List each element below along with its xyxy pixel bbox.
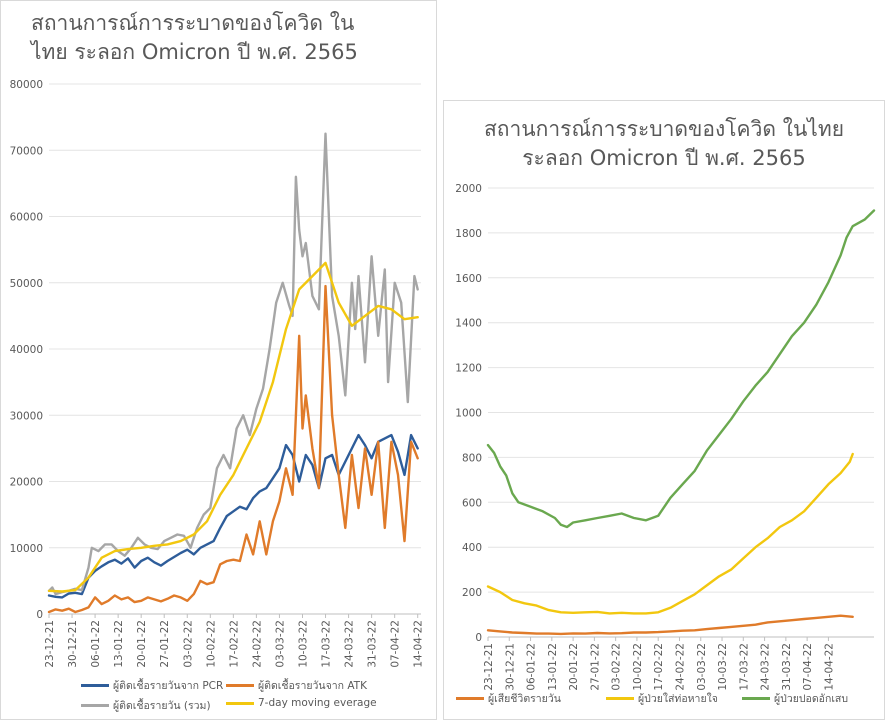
x-tick-label: 07-04-22 (802, 643, 814, 691)
legend-item-deaths: ผู้เสียชีวิตรายวัน (456, 690, 561, 707)
x-tick-label: 20-01-22 (136, 620, 148, 668)
x-tick-label: 31-03-22 (781, 643, 793, 691)
y-tick-label: 600 (462, 497, 482, 509)
y-tick-label: 1800 (455, 228, 482, 240)
x-tick-label: 10-03-22 (297, 620, 309, 668)
x-tick-label: 13-01-22 (547, 643, 559, 691)
y-tick-label: 200 (462, 587, 482, 599)
x-tick-label: 17-02-22 (228, 620, 240, 668)
y-tick-label: 70000 (10, 145, 43, 157)
chart-title: สถานการณ์การระบาดของโควิด ใน ไทย ระลอก O… (31, 11, 358, 64)
x-tick-label: 03-02-22 (182, 620, 194, 668)
legend-label: 7-day moving everage (258, 697, 377, 709)
y-tick-label: 1200 (455, 363, 482, 375)
y-tick-label: 20000 (10, 477, 43, 489)
legend-swatch (606, 697, 634, 700)
series-line (486, 614, 854, 636)
x-tick-label: 27-01-22 (589, 643, 601, 691)
legend-label: ผู้ป่วยปอดอักเสบ (774, 693, 848, 705)
legend-label: ผู้ป่วยใส่ท่อหายใจ (638, 693, 718, 705)
x-tick-label: 23-12-21 (44, 620, 56, 668)
y-tick-label: 80000 (10, 79, 43, 91)
x-tick-label: 30-12-21 (67, 620, 79, 668)
series-line (486, 209, 876, 529)
legend-item-atk: ผู้ติดเชื้อรายวันจาก ATK (226, 677, 367, 694)
legend-item-pneumonia: ผู้ป่วยปอดอักเสบ (742, 690, 848, 707)
y-tick-label: 40000 (10, 344, 43, 356)
x-tick-label: 24-02-22 (251, 620, 263, 668)
x-tick-label: 17-03-22 (321, 620, 333, 668)
y-tick-label: 1400 (455, 318, 482, 330)
series-line (486, 452, 854, 615)
x-tick-label: 14-04-22 (823, 643, 835, 691)
x-tick-label: 10-03-22 (717, 643, 729, 691)
legend-label: ผู้ติดเชื้อรายวันจาก ATK (258, 680, 367, 692)
x-tick-label: 03-03-22 (696, 643, 708, 691)
x-tick-label: 24-02-22 (674, 643, 686, 691)
legend-item-pcr: ผู้ติดเชื้อรายวันจาก PCR (81, 677, 223, 694)
x-tick-label: 03-02-22 (611, 643, 623, 691)
y-tick-label: 1000 (455, 408, 482, 420)
chart-panel-left: สถานการณ์การระบาดของโควิด ใน ไทย ระลอก O… (0, 0, 437, 720)
chart-panel-right: สถานการณ์การระบาดของโควิด ในไทย ระลอก Om… (443, 100, 885, 720)
x-tick-label: 03-03-22 (274, 620, 286, 668)
legend-item-ma7: 7-day moving everage (226, 697, 377, 709)
y-tick-label: 1600 (455, 273, 482, 285)
series-line (47, 433, 419, 599)
x-tick-label: 13-01-22 (113, 620, 125, 668)
legend-swatch (81, 684, 109, 687)
y-tick-label: 10000 (10, 543, 43, 555)
x-tick-label: 10-02-22 (632, 643, 644, 691)
chart-title: สถานการณ์การระบาดของโควิด ในไทย ระลอก Om… (483, 117, 845, 170)
x-tick-label: 23-12-21 (483, 643, 495, 691)
series-line (47, 284, 419, 614)
x-tick-label: 10-02-22 (205, 620, 217, 668)
x-tick-label: 20-01-22 (568, 643, 580, 691)
chart-plot-right: 0 200 400 600 800 1000 1200 1400 1600 1800 2000 23-… (455, 183, 876, 691)
y-tick-label: 400 (462, 542, 482, 554)
legend-swatch (81, 704, 109, 707)
x-tick-label: 14-04-22 (413, 620, 425, 668)
x-tick-label: 17-02-22 (653, 643, 665, 691)
y-tick-label: 0 (475, 632, 482, 644)
series-line (47, 261, 419, 593)
x-tick-label: 06-01-22 (526, 643, 538, 691)
x-tick-label: 24-03-22 (344, 620, 356, 668)
series-line (47, 132, 419, 596)
y-tick-label: 800 (462, 452, 482, 464)
legend-swatch (226, 701, 254, 705)
x-tick-label: 24-03-22 (760, 643, 772, 691)
y-tick-label: 60000 (10, 212, 43, 224)
y-tick-label: 30000 (10, 410, 43, 422)
y-tick-label: 0 (36, 609, 43, 621)
legend-swatch (456, 697, 484, 700)
legend-label: ผู้เสียชีวิตรายวัน (488, 693, 561, 705)
legend-swatch (226, 684, 254, 687)
legend-label: ผู้ติดเชื้อรายวันจาก PCR (113, 680, 224, 692)
legend-swatch (742, 697, 770, 700)
x-tick-label: 17-03-22 (738, 643, 750, 691)
y-tick-label: 2000 (455, 183, 482, 195)
y-tick-label: 50000 (10, 278, 43, 290)
legend-item-total: ผู้ติดเชื้อรายวัน (รวม) (81, 697, 211, 714)
legend-label: ผู้ติดเชื้อรายวัน (รวม) (113, 700, 211, 712)
legend-item-ventilator: ผู้ป่วยใส่ท่อหายใจ (606, 690, 718, 707)
x-tick-label: 06-01-22 (90, 620, 102, 668)
x-tick-label: 27-01-22 (159, 620, 171, 668)
x-tick-label: 07-04-22 (390, 620, 402, 668)
x-tick-label: 30-12-21 (504, 643, 516, 691)
x-tick-label: 31-03-22 (367, 620, 379, 668)
chart-plot-left: 0 10000 20000 30000 40000 50000 60000 70000 8000… (10, 79, 425, 668)
